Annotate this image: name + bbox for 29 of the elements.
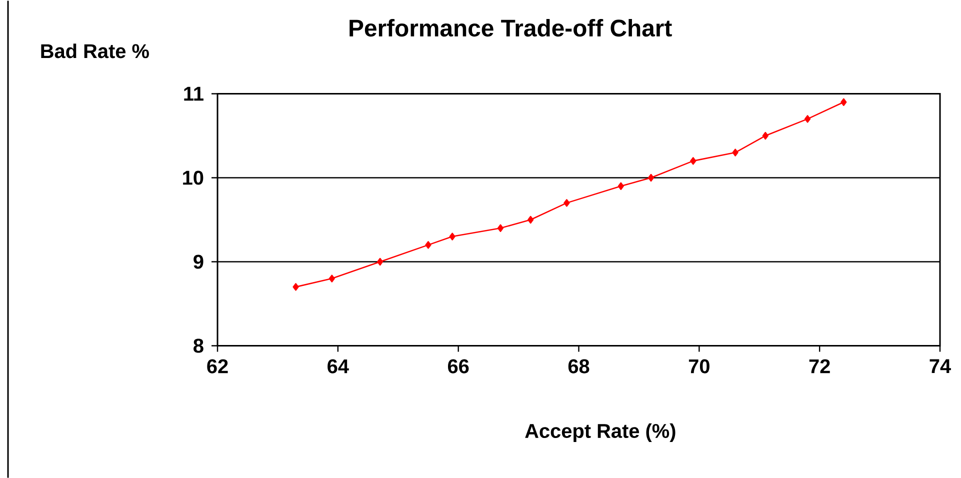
x-tick-label: 66 — [448, 359, 469, 374]
point — [618, 182, 624, 190]
y-axis-title: Bad Rate % — [41, 43, 149, 58]
point — [292, 282, 299, 291]
point — [762, 132, 768, 140]
point — [497, 224, 504, 232]
point — [648, 174, 654, 182]
point — [564, 198, 570, 207]
x-tick-label: 68 — [568, 359, 590, 374]
y-tick-label: 10 — [183, 170, 204, 185]
y-tick-label: 11 — [184, 86, 204, 100]
point — [328, 274, 335, 282]
y-tick-label: 9 — [194, 254, 204, 269]
y-tick-label: 8 — [194, 338, 204, 353]
point — [690, 156, 696, 165]
x-tick-label: 70 — [688, 359, 710, 374]
point — [528, 216, 534, 224]
point — [804, 114, 811, 123]
x-tick-label: 62 — [207, 359, 228, 374]
x-tick-label: 74 — [930, 359, 951, 373]
point — [377, 258, 384, 266]
x-tick-label: 64 — [328, 359, 349, 374]
x-axis-title: Accept Rate (%) — [525, 423, 676, 442]
chart-title: Performance Trade-off Chart — [350, 18, 672, 36]
point — [732, 148, 738, 156]
point — [425, 240, 432, 249]
point — [449, 232, 456, 240]
x-tick-label: 72 — [809, 359, 830, 373]
point — [840, 98, 847, 106]
